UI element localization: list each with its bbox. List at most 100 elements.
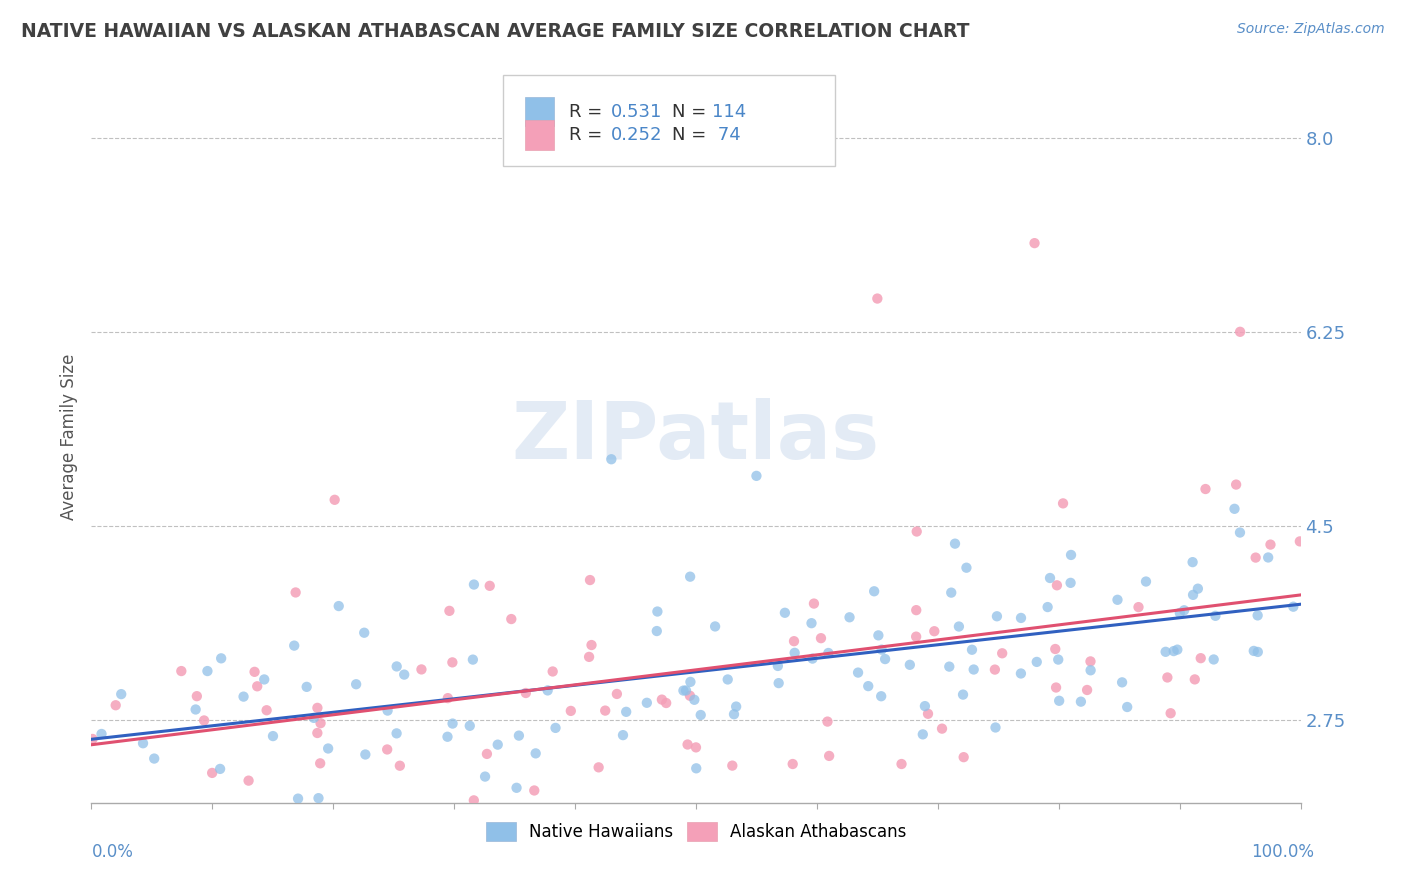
Point xyxy=(924,624,946,639)
Point xyxy=(863,584,886,599)
Point xyxy=(1244,550,1267,565)
Point xyxy=(1246,608,1268,623)
Point xyxy=(1202,652,1225,666)
Point xyxy=(295,680,318,694)
Point xyxy=(323,492,346,507)
Point xyxy=(1194,482,1216,496)
Point xyxy=(1229,525,1251,540)
Point xyxy=(437,691,460,706)
Point xyxy=(375,742,398,756)
Point xyxy=(209,651,232,665)
Point xyxy=(689,708,711,723)
Y-axis label: Average Family Size: Average Family Size xyxy=(59,354,77,520)
Point xyxy=(436,730,458,744)
Point xyxy=(1189,651,1212,665)
Point xyxy=(1010,846,1032,860)
Point xyxy=(537,683,560,698)
Point xyxy=(952,688,974,702)
Point xyxy=(581,638,603,652)
Point xyxy=(1204,608,1226,623)
Point xyxy=(870,642,893,657)
Point xyxy=(474,770,496,784)
Point xyxy=(523,783,546,797)
Point xyxy=(773,606,796,620)
Point xyxy=(938,659,960,673)
Point xyxy=(354,747,377,762)
Point xyxy=(458,719,481,733)
Point xyxy=(725,699,748,714)
Text: 0.531: 0.531 xyxy=(612,103,662,120)
Point xyxy=(817,714,839,729)
Point xyxy=(579,573,602,587)
Point xyxy=(1116,700,1139,714)
Point xyxy=(478,579,501,593)
Text: N =: N = xyxy=(672,103,711,120)
Point xyxy=(905,524,928,539)
Point xyxy=(948,619,970,633)
Text: 0.0%: 0.0% xyxy=(91,843,134,861)
FancyBboxPatch shape xyxy=(526,120,554,150)
Point xyxy=(1184,673,1206,687)
Point xyxy=(110,687,132,701)
Point xyxy=(328,599,350,613)
Point xyxy=(931,722,953,736)
Point xyxy=(963,663,986,677)
Point xyxy=(392,667,415,681)
Point xyxy=(943,536,966,550)
Point xyxy=(717,673,740,687)
Point xyxy=(693,838,716,852)
Point xyxy=(1168,606,1191,620)
Point xyxy=(685,740,707,755)
Point xyxy=(201,766,224,780)
Point xyxy=(377,704,399,718)
Point xyxy=(441,656,464,670)
Point xyxy=(578,649,600,664)
Point xyxy=(132,736,155,750)
Point xyxy=(524,747,547,761)
Point xyxy=(256,703,278,717)
Point xyxy=(308,791,330,805)
Point xyxy=(866,292,889,306)
Point xyxy=(1243,644,1265,658)
Point xyxy=(353,625,375,640)
Point xyxy=(1047,652,1070,666)
Point xyxy=(704,619,727,633)
Point xyxy=(1010,666,1032,681)
Point xyxy=(1257,550,1279,565)
Point xyxy=(810,631,832,645)
Point xyxy=(1223,501,1246,516)
Point xyxy=(287,791,309,805)
Point xyxy=(385,659,408,673)
Point xyxy=(112,839,135,854)
Text: N =: N = xyxy=(672,126,711,144)
Point xyxy=(1024,236,1046,251)
Point xyxy=(1070,695,1092,709)
Point xyxy=(1160,706,1182,721)
Point xyxy=(647,605,669,619)
Point xyxy=(1076,683,1098,698)
Point xyxy=(388,758,411,772)
Point xyxy=(463,793,485,807)
Point xyxy=(870,690,893,704)
Point xyxy=(1135,574,1157,589)
Point xyxy=(193,714,215,728)
Point xyxy=(1156,671,1178,685)
Point xyxy=(1039,571,1062,585)
Point xyxy=(955,560,977,574)
Point xyxy=(612,728,634,742)
Point xyxy=(1045,681,1067,695)
Point xyxy=(984,721,1007,735)
Point xyxy=(800,616,823,631)
Point xyxy=(905,603,928,617)
Point xyxy=(1128,600,1150,615)
Point xyxy=(675,683,697,698)
Point xyxy=(1288,534,1310,549)
Text: R =: R = xyxy=(569,126,607,144)
Point xyxy=(1059,575,1081,590)
Point xyxy=(917,706,939,721)
Point xyxy=(1046,578,1069,592)
Point xyxy=(344,677,367,691)
Point xyxy=(721,758,744,772)
Text: R =: R = xyxy=(569,103,607,120)
Point xyxy=(672,683,695,698)
